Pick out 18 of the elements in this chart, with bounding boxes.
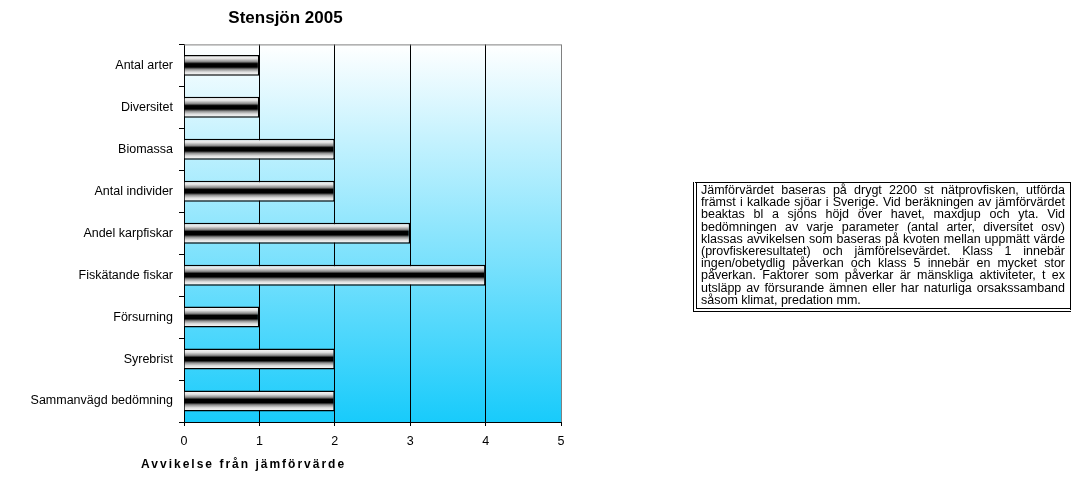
y-tick-label: Syrebrist bbox=[123, 351, 174, 366]
x-tick-label: 4 bbox=[482, 433, 490, 448]
x-tick-label: 2 bbox=[331, 433, 339, 448]
x-axis-title: Avvikelse från jämförvärde bbox=[141, 457, 347, 472]
text: Jämförvärdet baseras på drygt 2200 st nätprovfisken, utförda främst i kalkade sjöar i Sverige. Vid beräkningen av jämförvärdet beaktas bl a sjöns höjd över havet, maxdjup och yta. Vid bedömningen av varje parameter (antal arter, diversitet osv) klassas avvikelsen som baseras på kvoten mellan uppmätt värde (provfiskeresultatet) och jämförelsevärdet. Klass 1 innebär ingen/obetydlig påverkan och klass 5 innebär en mycket stor påverkan. Faktorer som påverkar är mänskliga aktiviteter, t ex utsläpp av försurande ämnen eller har naturliga orsakssamband såsom klimat, predation mm. bbox=[701, 183, 1065, 307]
chart-title: Stensjön 2005 bbox=[228, 7, 343, 27]
y-tick-label: Biomassa bbox=[118, 141, 174, 156]
y-tick-label: Antal individer bbox=[94, 183, 173, 198]
y-tick-label: Antal arter bbox=[115, 57, 173, 72]
x-tick-label: 5 bbox=[557, 433, 565, 448]
y-tick-label: Sammanvägd bedömning bbox=[30, 393, 174, 408]
y-tick-label: Fiskätande fiskar bbox=[78, 267, 173, 282]
y-tick-label: Diversitet bbox=[120, 99, 174, 114]
x-tick-label: 0 bbox=[180, 433, 188, 448]
y-tick-label: Andel karpfiskar bbox=[83, 225, 173, 240]
x-tick-label: 1 bbox=[255, 433, 263, 448]
y-tick-label: Försurning bbox=[113, 309, 174, 324]
x-tick-label: 3 bbox=[406, 433, 414, 448]
